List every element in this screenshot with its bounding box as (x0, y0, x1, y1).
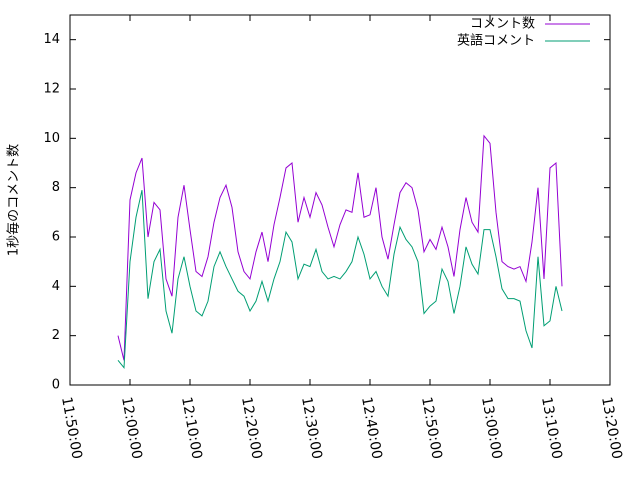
x-tick-label: 12:20:00 (238, 396, 265, 461)
x-tick-label: 13:00:00 (478, 396, 505, 461)
y-tick-label: 2 (52, 328, 60, 343)
x-tick-label: 12:00:00 (118, 396, 145, 461)
x-tick-label: 13:20:00 (598, 396, 625, 461)
x-tick-label: 12:40:00 (358, 396, 385, 461)
y-tick-label: 14 (43, 32, 60, 47)
x-tick-label: 12:10:00 (178, 396, 205, 461)
y-tick-label: 10 (43, 131, 60, 146)
y-tick-label: 8 (52, 180, 60, 195)
y-tick-label: 0 (52, 378, 60, 393)
x-tick-label: 12:30:00 (298, 396, 325, 461)
plot-border (69, 14, 611, 386)
legend-label: コメント数 (470, 17, 535, 32)
series-line (117, 134, 563, 361)
series-line (117, 190, 563, 370)
y-tick-label: 6 (52, 230, 60, 245)
x-tick-label: 13:10:00 (538, 396, 565, 461)
x-tick-label: 11:50:00 (58, 396, 85, 461)
y-axis-label: 1秒毎のコメント数 (6, 144, 22, 256)
legend-label: 英語コメント (457, 33, 535, 49)
y-tick-label: 4 (52, 279, 60, 294)
x-tick-label: 12:50:00 (418, 396, 445, 461)
y-tick-label: 12 (43, 82, 60, 97)
